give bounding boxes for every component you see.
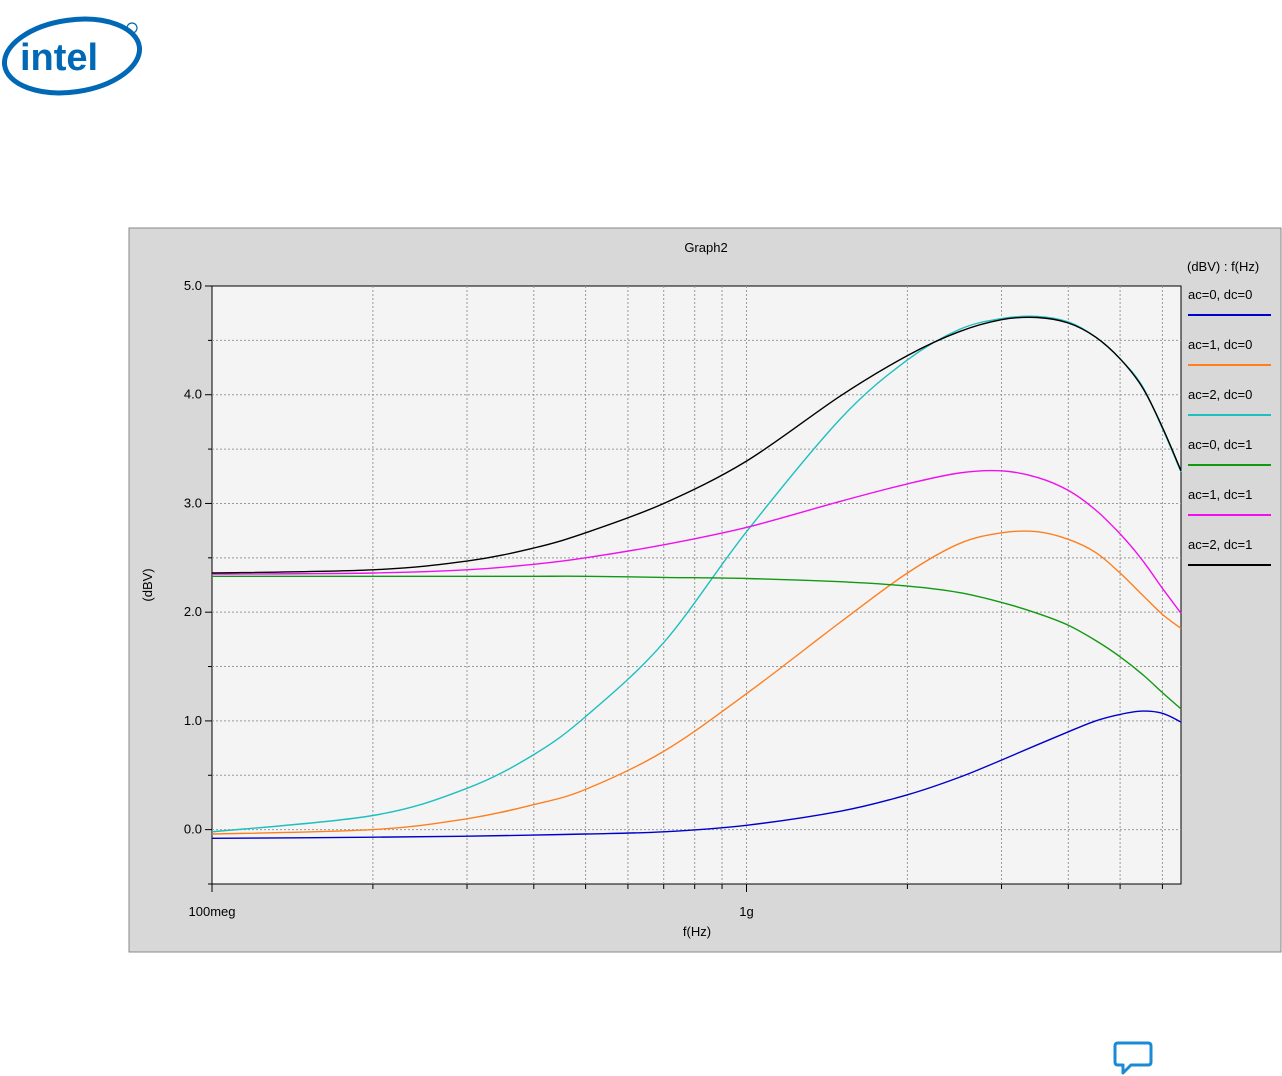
y-axis-label: (dBV) (140, 568, 155, 601)
series-line (211, 530, 1182, 835)
y-tick-label: 4.0 (184, 387, 202, 402)
chart-title: Graph2 (684, 240, 727, 255)
x-axis: 100meg 1g (189, 884, 1163, 919)
plot-area (211, 285, 1182, 885)
legend-entry-label: ac=1, dc=1 (1188, 487, 1252, 502)
intel-logo: intel (1, 16, 143, 96)
y-tick-label: 5.0 (184, 278, 202, 293)
logo-registered-icon (126, 22, 138, 34)
x-axis-label: f(Hz) (683, 924, 711, 939)
series-line (211, 710, 1182, 839)
logo-wordmark: intel (20, 37, 98, 79)
series-line (211, 469, 1182, 614)
series-line (211, 575, 1182, 710)
x-tick-label: 1g (739, 904, 753, 919)
y-axis: 0.0 1.0 2.0 3.0 4.0 5.0 (184, 278, 212, 885)
series-lines (211, 315, 1182, 839)
y-tick-label: 1.0 (184, 713, 202, 728)
legend: ac=0, dc=0 ac=1, dc=0 ac=2, dc=0 ac=0, dc=1… (1188, 287, 1271, 566)
legend-entry-label: ac=2, dc=1 (1188, 537, 1252, 552)
y-tick-label: 2.0 (184, 604, 202, 619)
legend-entry-label: ac=0, dc=1 (1188, 437, 1252, 452)
x-tick-label: 100meg (189, 904, 236, 919)
legend-entry-label: ac=0, dc=0 (1188, 287, 1252, 302)
legend-title: (dBV) : f(Hz) (1187, 259, 1259, 274)
legend-entry-label: ac=1, dc=0 (1188, 337, 1252, 352)
legend-entry-label: ac=2, dc=0 (1188, 387, 1252, 402)
y-tick-label: 0.0 (184, 822, 202, 837)
series-line (211, 316, 1182, 574)
y-tick-label: 3.0 (184, 495, 202, 510)
feedback-chat-icon[interactable] (1113, 1040, 1153, 1076)
logo-swoosh-icon (1, 16, 143, 96)
